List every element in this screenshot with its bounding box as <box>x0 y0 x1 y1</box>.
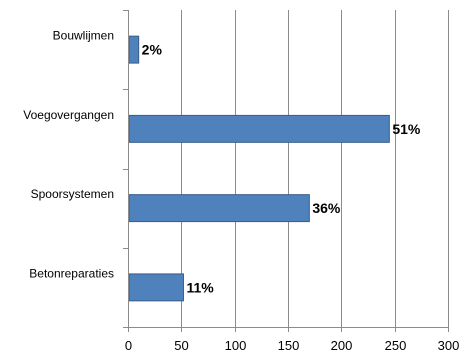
data-labels: 2% 51% 36% 11% <box>142 42 421 296</box>
category-labels: Bouwlijmen Voegovergangen Spoorsystemen Bet… <box>23 29 114 281</box>
category-label: Spoorsystemen <box>31 187 114 201</box>
x-tick-label: 250 <box>385 338 407 353</box>
x-tick-label: 200 <box>331 338 353 353</box>
bar-betonreparaties <box>128 273 184 302</box>
x-tick-label: 150 <box>278 338 300 353</box>
category-label: Betonreparaties <box>29 266 114 280</box>
x-tick-label: 300 <box>438 338 460 353</box>
bar-voegovergangen <box>128 114 390 143</box>
category-label: Voegovergangen <box>23 108 114 122</box>
x-tick-label: 0 <box>125 338 132 353</box>
bar-bouwlijmen <box>128 35 140 64</box>
data-label: 36% <box>312 200 341 216</box>
gridlines <box>128 10 449 332</box>
bars <box>128 35 390 302</box>
category-label: Bouwlijmen <box>53 29 114 43</box>
x-tick-label: 100 <box>225 338 247 353</box>
data-label: 2% <box>142 42 163 58</box>
bar-spoorsystemen <box>128 194 310 223</box>
data-label: 11% <box>186 279 214 295</box>
x-tick-label: 50 <box>174 338 188 353</box>
axes <box>123 10 448 328</box>
data-label: 51% <box>392 121 421 137</box>
x-tick-labels: 0 50 100 150 200 250 300 <box>125 338 459 353</box>
